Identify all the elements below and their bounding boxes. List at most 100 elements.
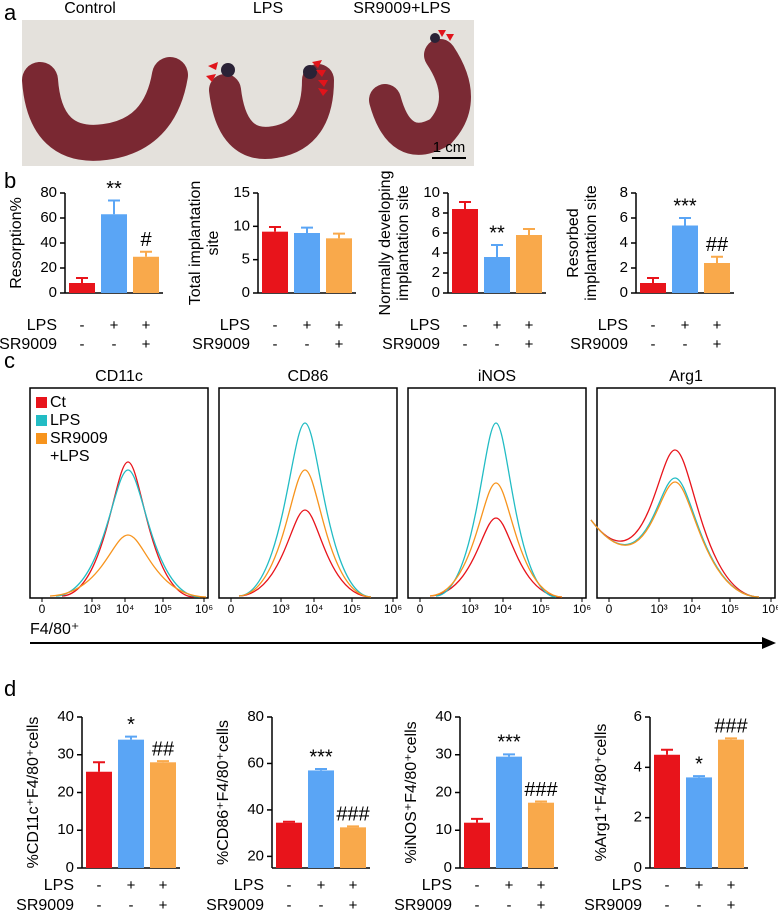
flow-box <box>218 387 398 599</box>
y-axis-label: implantation site <box>583 185 600 301</box>
condition-value: + <box>713 317 722 334</box>
condition-value: - <box>273 336 278 353</box>
error-bar <box>661 748 673 755</box>
bar-chart: 0 10 20 30 40 %CD11c⁺F4/80⁺cells * ## LPS - + + SR90… <box>16 708 180 914</box>
y-tick-label: 20 <box>40 259 57 276</box>
y-tick-label: 2 <box>620 259 628 276</box>
y-tick-label: 20 <box>57 783 74 800</box>
condition-label: LPS <box>422 877 452 894</box>
condition-label: LPS <box>410 317 440 334</box>
condition-value: + <box>335 336 344 353</box>
condition-value: - <box>475 877 480 894</box>
condition-value: - <box>80 336 85 353</box>
arrowheads <box>206 30 454 96</box>
x-tick-label: 10⁶ <box>384 602 402 616</box>
x-tick-label: 10³ <box>461 602 478 616</box>
bar-chart: 0 20 40 60 80 Resorption% ** # LPS - + + SR9009 - - + <box>0 178 163 353</box>
flow-box <box>407 387 587 599</box>
bar <box>686 777 712 868</box>
condition-value: + <box>335 317 344 334</box>
y-tick-label: 4 <box>634 758 642 775</box>
condition-value: + <box>525 336 534 353</box>
panel-label: a <box>4 0 17 25</box>
condition-value: - <box>507 897 512 914</box>
error-bar <box>269 226 281 232</box>
bar <box>452 209 478 293</box>
y-axis-label: Resorption% <box>8 197 25 289</box>
bar <box>640 283 666 293</box>
y-tick-label: 60 <box>247 754 264 771</box>
error-bar <box>157 760 169 763</box>
error-bar <box>125 735 137 740</box>
y-tick-label: 15 <box>233 184 250 201</box>
significance: # <box>140 229 152 251</box>
resorption-site <box>303 65 317 79</box>
error-bar <box>711 255 723 263</box>
legend-swatch <box>36 415 47 426</box>
bar-chart: 0 2 4 6 8 10 Normally developing implantation s… <box>377 171 546 353</box>
error-bar <box>491 244 503 257</box>
condition-value: + <box>537 897 546 914</box>
flow-panel: CD86 0 10³ 10⁴ 10⁵ 10⁶ <box>218 368 402 616</box>
flow-panel: Arg1 0 10³ 10⁴ 10⁵ 10⁶ <box>590 368 778 616</box>
condition-value: - <box>463 317 468 334</box>
histogram-curve <box>238 469 372 598</box>
condition-value: - <box>287 877 292 894</box>
condition-label: SR9009 <box>0 336 57 353</box>
bar <box>496 756 522 868</box>
significance: *** <box>497 732 521 754</box>
x-tick-label: 10⁵ <box>721 602 739 616</box>
condition-value: + <box>127 877 136 894</box>
condition-value: + <box>493 317 502 334</box>
condition-label: SR9009 <box>16 897 74 914</box>
condition-label: LPS <box>234 877 264 894</box>
histogram-curve <box>590 449 760 598</box>
bar <box>150 762 176 868</box>
condition-label: SR9009 <box>206 897 264 914</box>
bar <box>133 256 159 293</box>
condition-label: SR9009 <box>394 897 452 914</box>
significance: ** <box>106 178 122 200</box>
histogram-curve <box>238 422 372 598</box>
legend-label: +LPS <box>50 448 90 465</box>
group-label: LPS <box>253 0 283 17</box>
bar-chart: 0 2 4 6 %Arg1⁺F4/80⁺cells * ### LPS - + + SR9009 - - + <box>584 708 748 914</box>
y-tick-label: 6 <box>634 708 642 725</box>
condition-value: - <box>697 897 702 914</box>
x-tick-label: 0 <box>39 602 46 616</box>
scale-label: 1 cm <box>433 139 466 156</box>
condition-label: LPS <box>612 877 642 894</box>
condition-label: SR9009 <box>584 897 642 914</box>
condition-value: - <box>463 336 468 353</box>
bar <box>294 233 320 293</box>
error-bar <box>647 277 659 283</box>
y-tick-label: 40 <box>435 708 452 725</box>
y-tick-label: 6 <box>620 209 628 226</box>
y-tick-label: 4 <box>620 234 628 251</box>
condition-value: + <box>349 877 358 894</box>
condition-value: - <box>651 317 656 334</box>
condition-value: - <box>495 336 500 353</box>
x-tick-label: 10⁴ <box>116 602 135 616</box>
x-tick-label: 10⁵ <box>532 602 550 616</box>
condition-value: + <box>537 877 546 894</box>
arrow-head <box>762 637 776 649</box>
x-tick-label: 0 <box>417 602 424 616</box>
condition-value: + <box>159 897 168 914</box>
flow-title: CD86 <box>288 368 329 385</box>
condition-label: LPS <box>220 317 250 334</box>
bar-chart: 0 2 4 6 8 Resorbed implantation site *** ## LPS - +… <box>565 184 734 353</box>
x-tick-label: 0 <box>228 602 235 616</box>
legend-swatch <box>36 433 47 444</box>
bar <box>262 231 288 293</box>
y-axis-label: %iNOS⁺F4/80⁺cells <box>403 721 420 863</box>
flow-x-label: F4/80⁺ <box>30 621 79 638</box>
y-axis-label: Normally developing <box>377 171 394 316</box>
condition-value: + <box>349 897 358 914</box>
bar <box>69 283 95 293</box>
error-bar <box>503 753 515 757</box>
condition-value: - <box>305 336 310 353</box>
y-tick-label: 2 <box>432 264 440 281</box>
y-tick-label: 8 <box>432 204 440 221</box>
error-bar <box>301 226 313 233</box>
